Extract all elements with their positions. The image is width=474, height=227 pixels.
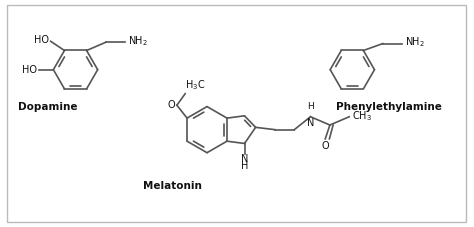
Text: Melatonin: Melatonin [143, 181, 202, 191]
Text: H: H [241, 161, 248, 171]
Text: NH$_2$: NH$_2$ [405, 35, 425, 49]
Text: O: O [321, 141, 329, 151]
Text: N: N [307, 118, 314, 128]
Text: HO: HO [22, 65, 37, 75]
Text: H$_3$C: H$_3$C [185, 78, 206, 92]
Text: Dopamine: Dopamine [18, 101, 78, 112]
Text: HO: HO [34, 35, 49, 45]
Text: N: N [241, 154, 248, 164]
Text: CH$_3$: CH$_3$ [352, 109, 372, 123]
Text: H: H [307, 102, 314, 111]
Text: O: O [168, 100, 175, 110]
Text: Phenylethylamine: Phenylethylamine [337, 101, 442, 112]
Text: NH$_2$: NH$_2$ [128, 34, 148, 48]
